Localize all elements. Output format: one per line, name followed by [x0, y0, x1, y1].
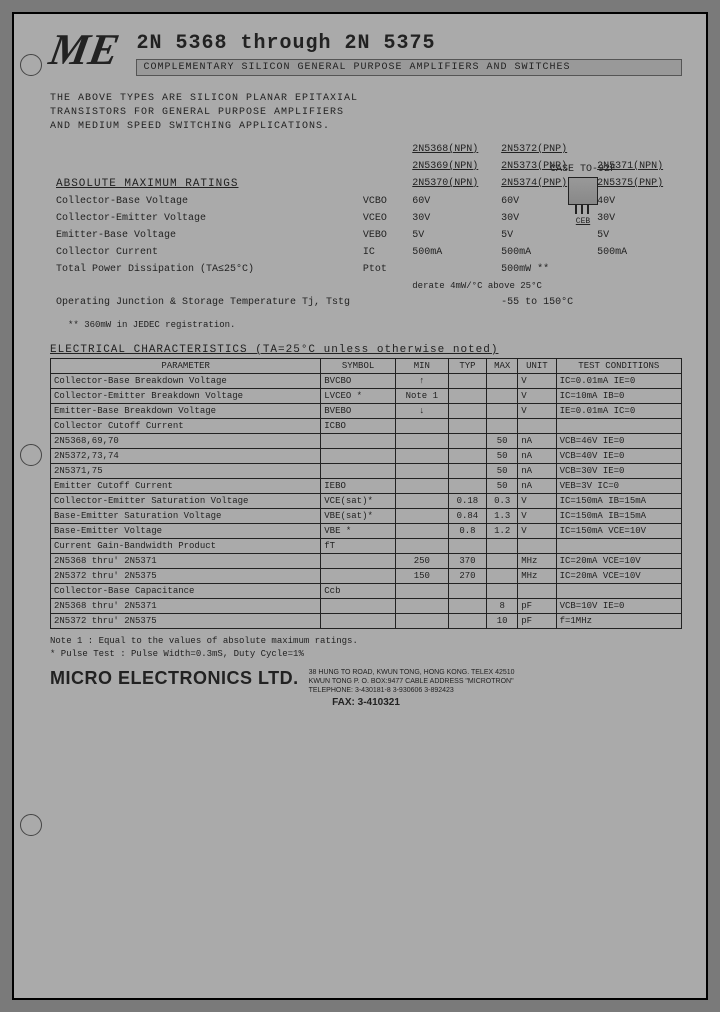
group-header: 2N5370(NPN) [408, 176, 495, 192]
elec-row: Collector-Emitter Breakdown VoltageLVCEO… [51, 389, 682, 404]
col-cond: TEST CONDITIONS [556, 359, 681, 374]
ratings-footnote: ** 360mW in JEDEC registration. [68, 320, 682, 330]
company-contact: 38 HUNG TO ROAD, KWUN TONG, HONG KONG. T… [309, 668, 515, 695]
intro-line: TRANSISTORS FOR GENERAL PURPOSE AMPLIFIE… [50, 106, 430, 120]
elec-row: 2N5368,69,7050nAVCB=46V IE=0 [51, 434, 682, 449]
col-max: MAX [487, 359, 518, 374]
company-logo: ME [46, 28, 122, 72]
case-diagram: CASE TO-92F CEB [550, 164, 616, 226]
elec-row: 2N5371,7550nAVCB=30V IE=0 [51, 464, 682, 479]
pin-labels: CEB [550, 217, 616, 226]
intro-text: THE ABOVE TYPES ARE SILICON PLANAR EPITA… [50, 92, 430, 134]
col-min: MIN [395, 359, 448, 374]
addr-line: TELEPHONE: 3-430181-8 3-930606 3-892423 [309, 686, 515, 695]
elec-row: Emitter Cutoff CurrentIEBO50nAVEB=3V IC=… [51, 479, 682, 494]
part-title: 2N 5368 through 2N 5375 [136, 32, 682, 55]
rating-row: Operating Junction & Storage Temperature… [52, 295, 680, 310]
elec-row: Collector-Base CapacitanceCcb [51, 584, 682, 599]
elec-row: 2N5368 thru' 2N5371250370MHzIC=20mA VCE=… [51, 554, 682, 569]
punch-hole [20, 814, 42, 836]
group-header: 2N5369(NPN) [408, 159, 495, 174]
header: ME 2N 5368 through 2N 5375 COMPLEMENTARY… [50, 32, 682, 76]
elec-row: Collector-Emitter Saturation VoltageVCE(… [51, 494, 682, 509]
elec-row: 2N5368 thru' 2N53718pFVCB=10V IE=0 [51, 599, 682, 614]
ratings-title: ABSOLUTE MAXIMUM RATINGS [56, 178, 238, 190]
col-symbol: SYMBOL [321, 359, 396, 374]
addr-line: KWUN TONG P. O. BOX:9477 CABLE ADDRESS "… [309, 677, 515, 686]
group-header: 2N5368(NPN) [408, 142, 495, 157]
elec-row: 2N5372 thru' 2N5375150270MHzIC=20mA VCE=… [51, 569, 682, 584]
company-block: MICRO ELECTRONICS LTD. 38 HUNG TO ROAD, … [50, 668, 682, 695]
elec-row: Collector Cutoff CurrentICBO [51, 419, 682, 434]
company-name: MICRO ELECTRONICS LTD. [50, 668, 299, 689]
rating-row: Total Power Dissipation (TA≤25°C)Ptot500… [52, 262, 680, 277]
rating-row: Emitter-Base VoltageVEBO5V5V5V [52, 228, 680, 243]
elec-row: Base-Emitter VoltageVBE *0.81.2VIC=150mA… [51, 524, 682, 539]
elec-row: 2N5372,73,7450nAVCB=40V IE=0 [51, 449, 682, 464]
intro-line: AND MEDIUM SPEED SWITCHING APPLICATIONS. [50, 120, 430, 134]
datasheet-page: ME 2N 5368 through 2N 5375 COMPLEMENTARY… [12, 12, 708, 1000]
elec-table: PARAMETER SYMBOL MIN TYP MAX UNIT TEST C… [50, 358, 682, 629]
col-typ: TYP [448, 359, 486, 374]
punch-hole [20, 444, 42, 466]
elec-title: ELECTRICAL CHARACTERISTICS (TA=25°C unle… [50, 344, 682, 356]
note-line: * Pulse Test : Pulse Width=0.3mS, Duty C… [50, 648, 682, 661]
case-label: CASE TO-92F [550, 164, 616, 175]
group-header: 2N5372(PNP) [497, 142, 591, 157]
fax-line: FAX: 3-410321 [50, 697, 682, 708]
col-unit: UNIT [518, 359, 556, 374]
elec-row: Emitter-Base Breakdown VoltageBVEBO↓VIE=… [51, 404, 682, 419]
elec-row: Current Gain-Bandwidth ProductfT [51, 539, 682, 554]
elec-row: Base-Emitter Saturation VoltageVBE(sat)*… [51, 509, 682, 524]
notes: Note 1 : Equal to the values of absolute… [50, 635, 682, 660]
rating-row: Collector CurrentIC500mA500mA500mA [52, 245, 680, 260]
addr-line: 38 HUNG TO ROAD, KWUN TONG, HONG KONG. T… [309, 668, 515, 677]
package-icon [568, 177, 598, 205]
elec-row: Collector-Base Breakdown VoltageBVCBO↑VI… [51, 374, 682, 389]
subtitle-band: COMPLEMENTARY SILICON GENERAL PURPOSE AM… [136, 59, 682, 76]
col-param: PARAMETER [51, 359, 321, 374]
intro-line: THE ABOVE TYPES ARE SILICON PLANAR EPITA… [50, 92, 430, 106]
punch-hole [20, 54, 42, 76]
note-line: Note 1 : Equal to the values of absolute… [50, 635, 682, 648]
elec-row: 2N5372 thru' 2N537510pFf=1MHz [51, 614, 682, 629]
rating-row: derate 4mW/°C above 25°C [52, 279, 680, 293]
